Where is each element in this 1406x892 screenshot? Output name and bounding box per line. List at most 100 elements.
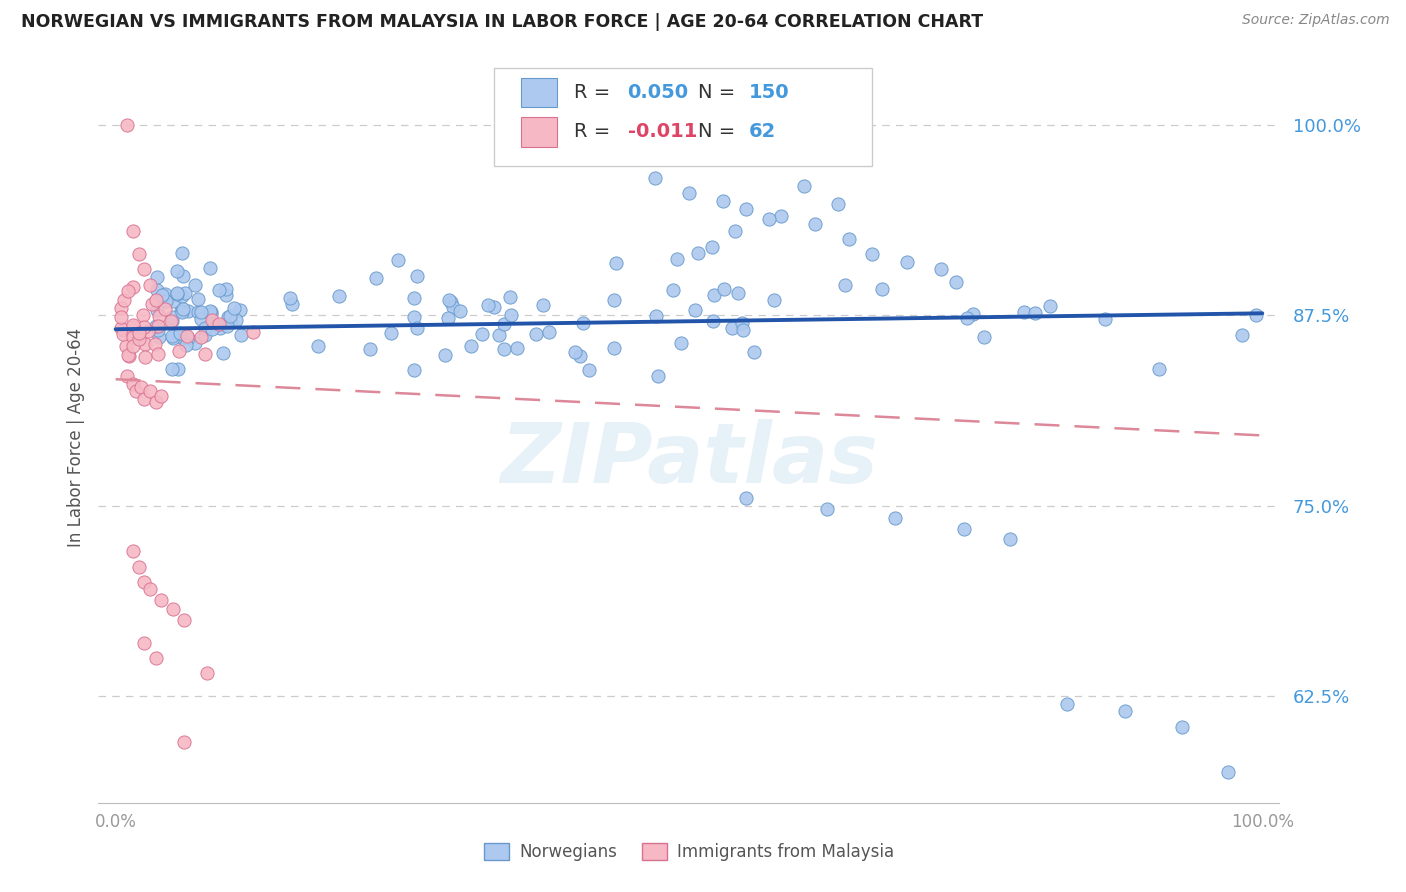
Point	[838, 232, 860, 246]
Point	[229, 328, 252, 343]
Point	[217, 318, 239, 333]
Point	[128, 332, 150, 346]
Point	[129, 380, 152, 394]
Point	[148, 309, 170, 323]
Point	[132, 319, 155, 334]
Point	[884, 511, 907, 525]
Point	[122, 279, 145, 293]
Point	[572, 316, 595, 330]
Point	[162, 294, 184, 309]
Point	[688, 245, 710, 260]
Point	[121, 339, 143, 353]
Point	[537, 325, 560, 339]
Point	[148, 347, 170, 361]
Point	[307, 339, 329, 353]
Point	[145, 318, 167, 333]
Point	[945, 275, 967, 289]
Point	[364, 271, 387, 285]
Legend: Norwegians, Immigrants from Malaysia: Norwegians, Immigrants from Malaysia	[477, 836, 901, 868]
Point	[190, 305, 212, 319]
Point	[131, 308, 153, 322]
Point	[121, 224, 143, 238]
Point	[176, 329, 198, 343]
Point	[200, 304, 222, 318]
Point	[134, 636, 156, 650]
Point	[134, 262, 156, 277]
Point	[564, 344, 586, 359]
Point	[603, 293, 626, 308]
Point	[524, 326, 547, 341]
Point	[141, 297, 163, 311]
Point	[134, 574, 156, 589]
Point	[769, 209, 792, 223]
Point	[278, 292, 301, 306]
Point	[139, 384, 162, 399]
Point	[1039, 299, 1062, 313]
Point	[170, 303, 193, 318]
Point	[488, 327, 510, 342]
Point	[956, 311, 979, 326]
Point	[112, 293, 135, 308]
Point	[998, 532, 1021, 546]
Point	[118, 349, 141, 363]
Point	[167, 361, 190, 376]
Point	[644, 171, 666, 186]
Point	[145, 293, 167, 307]
Point	[804, 217, 827, 231]
Point	[727, 286, 749, 301]
Point	[215, 287, 238, 301]
Point	[167, 344, 190, 359]
Point	[380, 326, 402, 340]
Point	[166, 285, 188, 300]
Point	[218, 309, 240, 323]
Point	[145, 395, 167, 409]
Point	[117, 284, 139, 298]
Point	[187, 304, 209, 318]
Point	[742, 345, 765, 359]
Point	[506, 341, 529, 355]
Point	[735, 202, 758, 216]
Point	[134, 350, 156, 364]
Point	[134, 392, 156, 406]
Point	[405, 321, 427, 335]
Text: 62: 62	[749, 122, 776, 142]
Point	[827, 197, 849, 211]
Point	[162, 331, 184, 345]
Point	[328, 288, 350, 302]
Point	[437, 310, 460, 325]
Point	[603, 342, 626, 356]
Point	[201, 313, 224, 327]
Point	[405, 268, 427, 283]
Point	[160, 314, 183, 328]
Point	[1024, 305, 1046, 319]
Point	[834, 278, 856, 293]
Point	[172, 301, 194, 316]
Point	[896, 255, 918, 269]
Point	[793, 178, 815, 193]
Point	[115, 369, 138, 384]
Point	[190, 312, 212, 326]
Point	[1056, 697, 1078, 711]
Point	[121, 544, 143, 558]
Point	[1246, 309, 1268, 323]
Point	[174, 286, 197, 301]
Point	[200, 307, 222, 321]
Point	[146, 270, 169, 285]
Point	[605, 255, 627, 269]
Point	[872, 282, 894, 296]
Point	[1216, 765, 1239, 780]
Point	[194, 347, 217, 361]
Point	[763, 293, 786, 307]
Point	[110, 321, 132, 335]
Point	[136, 324, 159, 338]
Point	[437, 293, 460, 308]
Point	[702, 313, 724, 327]
Point	[160, 361, 183, 376]
Point	[155, 302, 177, 317]
Point	[962, 307, 984, 321]
Point	[953, 522, 976, 536]
Point	[730, 316, 752, 330]
Point	[170, 289, 193, 303]
Point	[242, 325, 264, 339]
Point	[711, 194, 734, 208]
